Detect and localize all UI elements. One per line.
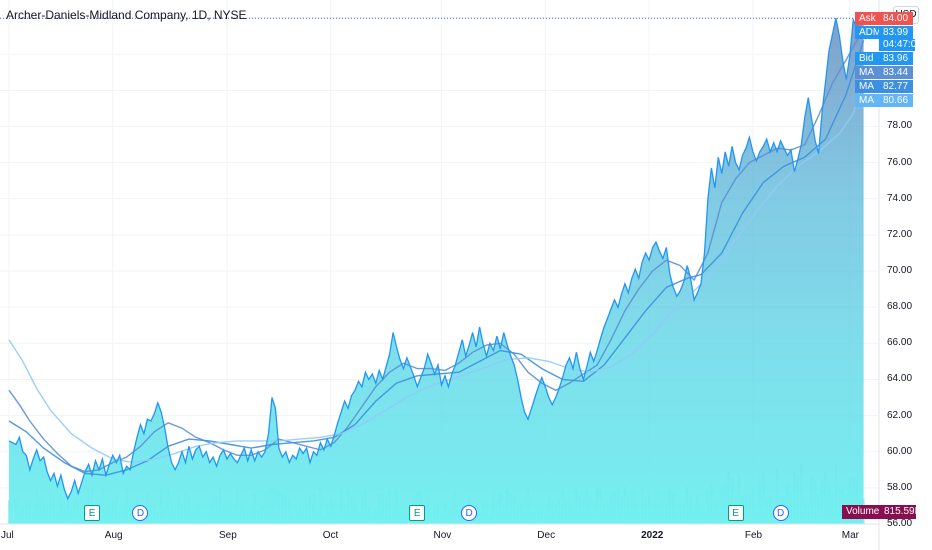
y-tick-label: 56.00 xyxy=(887,518,913,529)
y-tick-label: 58.00 xyxy=(887,481,913,493)
price-line-layer xyxy=(8,17,864,501)
x-tick-label: Dec xyxy=(537,530,556,541)
earnings-marker-icon[interactable]: E xyxy=(727,505,744,521)
y-tick-label: 60.00 xyxy=(887,445,913,457)
bid-tag-label: Bid xyxy=(855,52,879,65)
moving-average-line-3 xyxy=(8,78,865,464)
bar-countdown: 04:47:04 xyxy=(879,39,922,51)
price-series-line xyxy=(8,17,864,501)
y-tick-label: 78.00 xyxy=(887,120,913,132)
volume-tag-value: 815.59K xyxy=(880,505,921,519)
earnings-marker-icon[interactable]: E xyxy=(84,505,101,521)
adm-tag-label: ADM xyxy=(855,26,881,39)
x-tick-label: Sep xyxy=(218,530,237,541)
price-area-fill xyxy=(9,18,864,524)
ma2-tag-label: MA xyxy=(855,80,879,93)
ma3-tag-value: 80.66 xyxy=(879,94,913,107)
bid-tag-value: 83.96 xyxy=(879,52,913,65)
price-area xyxy=(9,18,864,524)
dividend-marker-icon[interactable]: D xyxy=(132,505,149,521)
y-tick-label: 62.00 xyxy=(887,409,913,421)
moving-average-line-1 xyxy=(8,27,865,473)
x-tick-label: Nov xyxy=(433,530,452,541)
x-tick-label: Aug xyxy=(104,530,123,541)
y-tick-label: 76.00 xyxy=(887,156,913,168)
y-tick-label: 68.00 xyxy=(887,301,913,313)
ask-tag-value: 84.00 xyxy=(879,12,913,25)
moving-average-lines xyxy=(8,27,865,476)
x-tick-label: Mar xyxy=(841,530,859,541)
ma1-tag-value: 83.44 xyxy=(879,66,913,79)
adm-tag-value: 83.99 xyxy=(879,26,913,39)
y-tick-label: 72.00 xyxy=(887,228,913,240)
ask-tag-label: Ask xyxy=(855,12,879,25)
dividend-marker-icon[interactable]: D xyxy=(461,505,478,521)
ma1-tag-label: MA xyxy=(855,66,879,79)
y-tick-label: 64.00 xyxy=(887,373,913,385)
x-tick-label: Jul xyxy=(1,530,14,541)
y-tick-label: 70.00 xyxy=(887,265,913,277)
x-tick-label: Oct xyxy=(322,530,339,541)
ma3-tag-label: MA xyxy=(855,94,879,107)
y-tick-label: 66.00 xyxy=(887,337,913,349)
earnings-marker-icon[interactable]: E xyxy=(409,505,426,521)
x-tick-label: 2022 xyxy=(641,530,664,541)
volume-tag-label: Volume xyxy=(842,505,880,519)
y-tick-label: 74.00 xyxy=(887,192,913,204)
x-tick-label: Feb xyxy=(744,530,763,541)
chart-title: Archer-Daniels-Midland Company, 1D, NYSE xyxy=(6,8,247,22)
ma2-tag-value: 82.77 xyxy=(879,80,913,93)
dividend-marker-icon[interactable]: D xyxy=(772,505,789,521)
